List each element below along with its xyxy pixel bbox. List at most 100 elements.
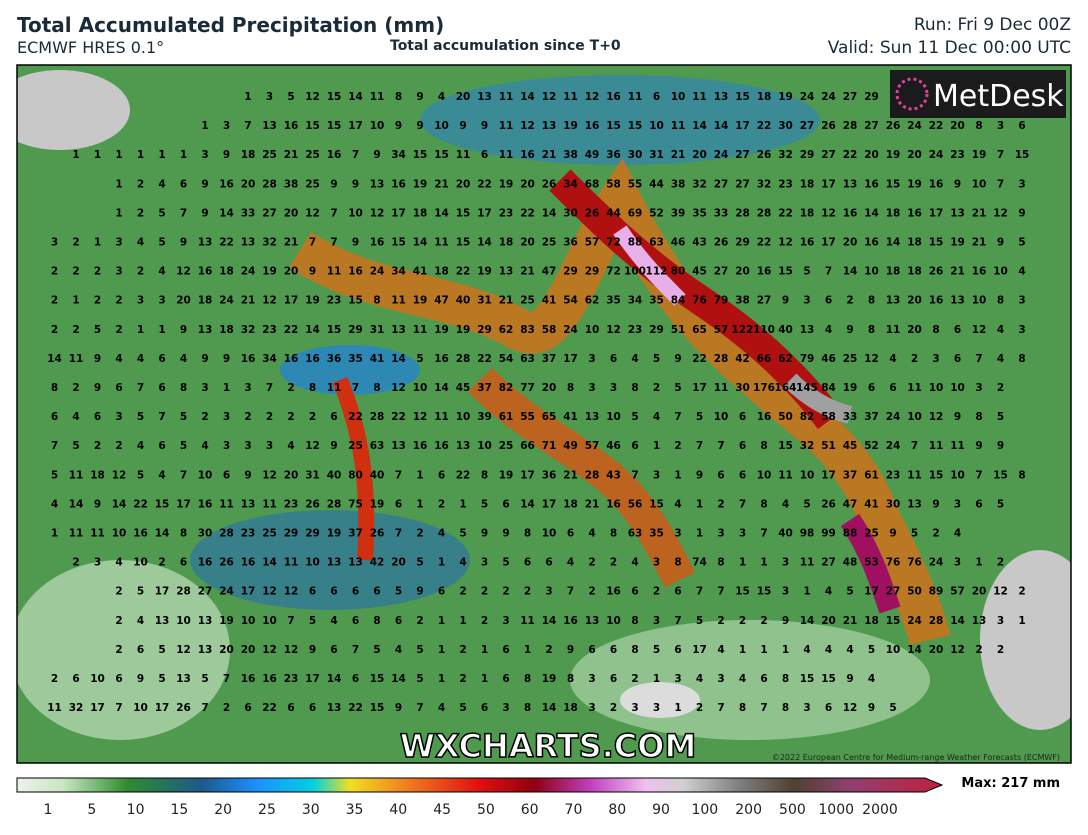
grid-value: 19	[843, 382, 858, 394]
grid-value: 15	[370, 673, 385, 685]
grid-value: 7	[911, 440, 918, 452]
grid-value: 45	[692, 266, 707, 278]
grid-value: 8	[631, 382, 638, 394]
grid-value: 14	[155, 528, 170, 540]
grid-value: 16	[520, 149, 535, 161]
grid-value: 9	[674, 353, 681, 365]
grid-value: 52	[864, 440, 879, 452]
grid-value: 16	[413, 440, 428, 452]
grid-value: 40	[778, 528, 793, 540]
grid-value: 6	[309, 702, 316, 714]
grid-value: 20	[907, 324, 922, 336]
grid-value: 6	[717, 469, 724, 481]
grid-value: 15	[348, 295, 363, 307]
grid-value: 13	[886, 295, 901, 307]
grid-value: 4	[653, 411, 660, 423]
grid-value: 21	[563, 469, 578, 481]
grid-value: 22	[477, 353, 492, 365]
grid-value: 21	[520, 266, 535, 278]
grid-value: 3	[653, 615, 660, 627]
grid-value: 13	[262, 120, 277, 132]
grid-value: 1	[975, 557, 982, 569]
grid-value: 13	[198, 324, 213, 336]
grid-value: 29	[864, 91, 879, 103]
grid-value: 2	[653, 382, 660, 394]
grid-value: 6	[158, 382, 165, 394]
grid-value: 2	[72, 266, 79, 278]
grid-value: 1	[416, 498, 423, 510]
grid-value: 12	[929, 411, 944, 423]
grid-value: 10	[950, 469, 965, 481]
grid-value: 7	[739, 498, 746, 510]
colorbar-label: 10	[127, 802, 145, 818]
colorbar-label: 1000	[818, 802, 854, 818]
grid-value: 1	[72, 149, 79, 161]
grid-value: 2	[158, 557, 165, 569]
grid-value: 14	[348, 91, 363, 103]
grid-value: 20	[456, 178, 471, 190]
grid-value: 13	[477, 91, 492, 103]
grid-value: 1	[137, 149, 144, 161]
grid-value: 7	[180, 207, 187, 219]
grid-value: 3	[223, 411, 230, 423]
grid-value: 65	[542, 411, 557, 423]
grid-value: 80	[348, 469, 363, 481]
grid-value: 15	[1015, 149, 1030, 161]
grid-value: 1	[223, 382, 230, 394]
grid-value: 1	[137, 324, 144, 336]
grid-value: 23	[284, 673, 299, 685]
grid-value: 3	[158, 295, 165, 307]
grid-value: 32	[241, 324, 256, 336]
grid-value: 1	[115, 207, 122, 219]
grid-value: 12	[176, 644, 191, 656]
grid-value: 11	[800, 557, 815, 569]
grid-value: 29	[585, 266, 600, 278]
grid-value: 14	[47, 353, 62, 365]
grid-value: 22	[348, 702, 363, 714]
grid-value: 82	[800, 411, 815, 423]
grid-value: 2	[94, 295, 101, 307]
grid-value: 12	[993, 207, 1008, 219]
grid-value: 4	[158, 469, 165, 481]
grid-value: 10	[176, 615, 191, 627]
grid-value: 7	[567, 586, 574, 598]
grid-value: 2	[739, 615, 746, 627]
grid-value: 27	[821, 557, 836, 569]
grid-value: 29	[563, 266, 578, 278]
grid-value: 77	[520, 382, 535, 394]
grid-value: 11	[284, 557, 299, 569]
grid-value: 9	[94, 353, 101, 365]
grid-value: 5	[137, 586, 144, 598]
grid-value: 8	[524, 702, 531, 714]
grid-value: 14	[391, 673, 406, 685]
map-frame	[16, 64, 1072, 764]
grid-value: 62	[585, 295, 600, 307]
grid-value: 1	[739, 557, 746, 569]
grid-value: 11	[47, 702, 62, 714]
watermark: WXCHARTS.COM	[400, 727, 697, 765]
grid-value: 10	[929, 382, 944, 394]
grid-value: 24	[370, 266, 385, 278]
grid-value: 72	[606, 266, 621, 278]
grid-value: 5	[180, 440, 187, 452]
grid-value: 16	[907, 207, 922, 219]
grid-value: 5	[287, 91, 294, 103]
grid-value: 21	[499, 295, 514, 307]
grid-value: 19	[499, 469, 514, 481]
grid-value: 4	[782, 498, 789, 510]
grid-value: 12	[112, 469, 127, 481]
grid-value: 6	[954, 324, 961, 336]
grid-value: 39	[671, 207, 686, 219]
grid-value: 2	[1018, 586, 1025, 598]
grid-value: 14	[714, 120, 729, 132]
grid-value: 17	[821, 469, 836, 481]
grid-value: 1	[653, 673, 660, 685]
grid-value: 41	[563, 411, 578, 423]
grid-value: 14	[434, 382, 449, 394]
grid-value: 3	[1018, 295, 1025, 307]
grid-value: 10	[606, 615, 621, 627]
colorbar-label: 30	[302, 802, 320, 818]
grid-value: 8	[373, 295, 380, 307]
grid-value: 8	[481, 469, 488, 481]
grid-value: 5	[416, 557, 423, 569]
